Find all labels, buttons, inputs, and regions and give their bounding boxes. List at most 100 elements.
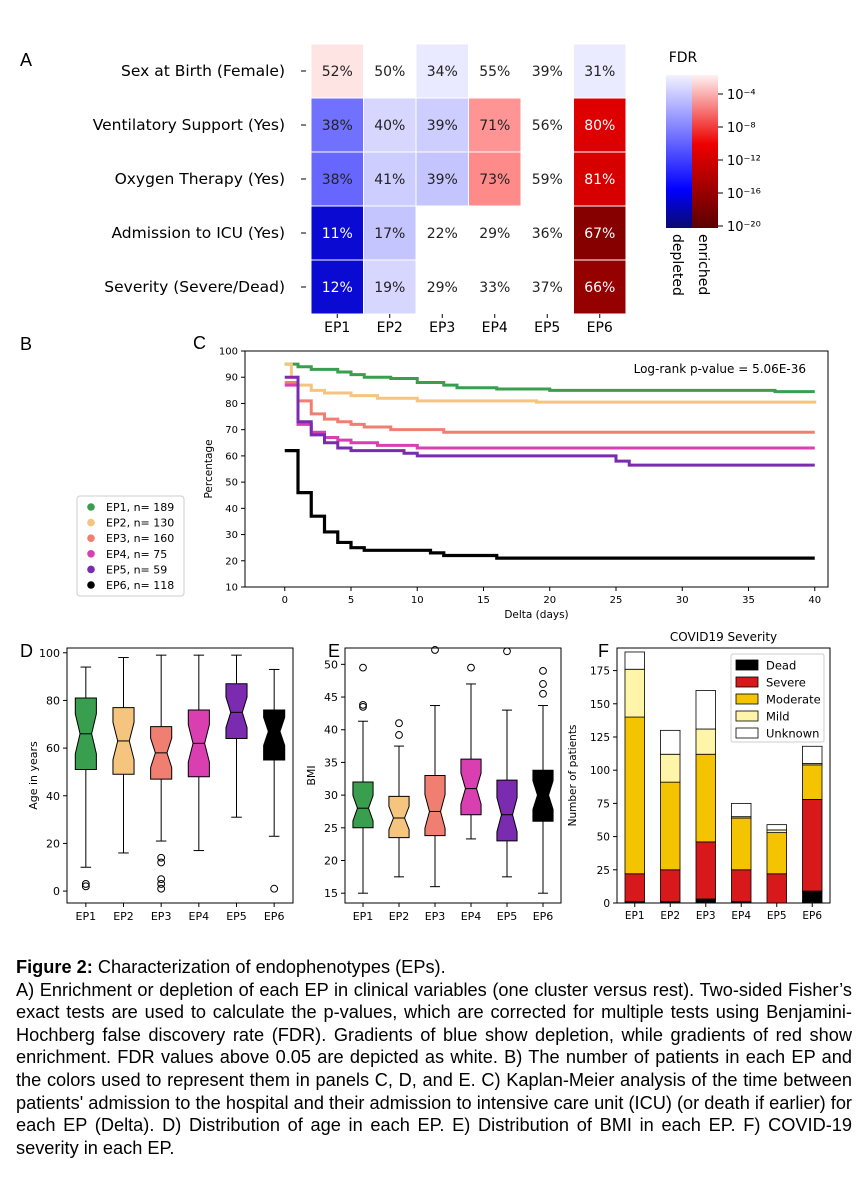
heatmap-cell-value: 39% (532, 64, 563, 80)
legend-entry: EP3, n= 160 (106, 532, 174, 545)
heatmap-cell (363, 151, 417, 207)
panel-letter-b: B (20, 334, 32, 354)
bmi-x-tick-label: EP2 (389, 910, 410, 923)
colorbar-enriched-gradient (692, 75, 718, 228)
legend-entry: EP2, n= 130 (106, 517, 174, 530)
heatmap-cell-value: 29% (479, 226, 510, 242)
heatmap-cell-value: 34% (427, 64, 458, 80)
legend-marker (87, 518, 95, 527)
bmi-box-ep1 (352, 781, 374, 829)
severity-bar-moderate (660, 781, 681, 871)
severity-bar-moderate (731, 817, 752, 871)
heatmap-cell-value: 19% (374, 280, 405, 296)
age-outlier (81, 882, 90, 891)
heatmap-cell-value: 50% (374, 64, 405, 80)
severity-bar-moderate (766, 832, 787, 875)
severity-bar-mild (695, 728, 716, 755)
legend-panel-b: EP1, n= 189 EP2, n= 130 EP3, n= 160 EP4, n=… (76, 495, 185, 597)
heatmap-row-label: Ventilatory Support (Yes) (93, 116, 285, 134)
legend-marker (87, 534, 95, 542)
heatmap-cell (468, 43, 522, 99)
bmi-y-tick-label: 30 (324, 789, 338, 802)
colorbar-tick: 10⁻⁴ (727, 88, 756, 103)
colorbar-depleted-label: depleted (669, 234, 685, 296)
heatmap-cell (310, 97, 364, 153)
heatmap-cell-value: 29% (427, 280, 458, 296)
km-axes-frame (244, 350, 829, 588)
bmi-outlier (359, 700, 367, 709)
caption-body: A) Enrichment or depletion of each EP in… (16, 979, 852, 1158)
heatmap-cell (573, 151, 627, 207)
heatmap-cell-value: 38% (322, 118, 353, 134)
km-y-tick-label: 60 (225, 451, 238, 462)
panel-letter-d: D (20, 641, 33, 661)
severity-x-tick-label: EP4 (731, 910, 751, 922)
heatmap-cell-value: 40% (374, 118, 405, 134)
severity-bar-dead (802, 890, 823, 904)
severity-bar-moderate (624, 716, 645, 875)
bmi-y-tick-label: 50 (324, 658, 338, 671)
legend-entry: EP4, n= 75 (106, 548, 167, 561)
heatmap-cell (310, 43, 364, 99)
severity-x-tick-label: EP6 (802, 910, 822, 922)
age-box-ep5 (225, 683, 248, 740)
colorbar-depleted-gradient (666, 75, 692, 228)
km-x-tick-label: 0 (282, 595, 288, 606)
severity-x-tick-label: EP1 (625, 910, 645, 922)
heatmap-cell-value: 73% (479, 172, 510, 188)
km-x-tick-label: 10 (411, 595, 424, 606)
age-x-tick-label: EP1 (76, 910, 97, 923)
severity-bar-unknown (802, 745, 823, 764)
km-y-axis-label: Percentage (203, 439, 215, 498)
age-x-tick-label: EP5 (226, 910, 247, 923)
severity-y-tick-label: 150 (590, 699, 610, 711)
bmi-box-ep4 (460, 758, 482, 816)
colorbar-title: FDR (669, 50, 698, 66)
severity-legend-label: Unknown (766, 727, 819, 741)
panel-letter-c: C (193, 333, 206, 353)
legend-entry: EP1, n= 189 (106, 501, 174, 514)
bmi-y-tick-label: 40 (324, 724, 338, 737)
age-x-tick-label: EP4 (189, 910, 210, 923)
severity-bar-unknown (624, 651, 645, 670)
severity-bar-severe (766, 873, 787, 904)
bmi-box-ep5 (496, 779, 518, 842)
age-y-tick-label: 40 (46, 790, 60, 803)
age-axes-frame (66, 647, 294, 904)
heatmap-cell (310, 205, 364, 261)
age-outlier (157, 853, 166, 862)
km-y-tick-label: 40 (225, 504, 238, 515)
heatmap-cell (310, 259, 364, 315)
age-y-tick-label: 0 (53, 885, 60, 898)
severity-legend-label: Severe (766, 676, 806, 690)
legend-marker (87, 565, 95, 574)
heatmap-panel-a: Sex at Birth (Female) 52% 50% 34% 55% 39% 31% V… (93, 43, 627, 336)
severity-bar-dead (695, 898, 716, 904)
colorbar-tick: 10⁻¹⁶ (727, 187, 761, 202)
severity-bar-unknown (660, 729, 681, 755)
km-x-tick-label: 5 (348, 595, 354, 606)
legend-marker (87, 581, 95, 589)
km-x-tick-label: 25 (610, 595, 623, 606)
km-y-tick-label: 100 (219, 347, 238, 358)
heatmap-cell-value: 41% (374, 172, 405, 188)
legend-marker (87, 550, 95, 558)
severity-bar-severe (624, 873, 645, 903)
bmi-y-axis-label: BMI (305, 765, 318, 785)
km-plot-panel-c: 0 5 10 15 20 25 30 35 40 10 20 30 40 50 60 70 80 90 100 Del… (203, 347, 829, 621)
age-y-tick-label: 80 (46, 694, 60, 707)
km-x-axis-label: Delta (days) (504, 609, 568, 621)
heatmap-cell-value: 11% (322, 226, 353, 242)
severity-axes-frame (616, 647, 831, 904)
heatmap-cell-value: 31% (584, 64, 615, 80)
km-curve-ep1 (284, 362, 815, 394)
severity-y-tick-label: 125 (590, 732, 610, 744)
age-outlier (157, 880, 166, 888)
severity-bar-severe (802, 799, 823, 892)
legend-frame (76, 495, 185, 597)
legend-marker (87, 503, 95, 511)
age-outlier (270, 884, 279, 893)
bmi-axes-frame (344, 647, 562, 904)
km-y-tick-label: 90 (225, 373, 238, 384)
age-outlier (157, 875, 166, 884)
